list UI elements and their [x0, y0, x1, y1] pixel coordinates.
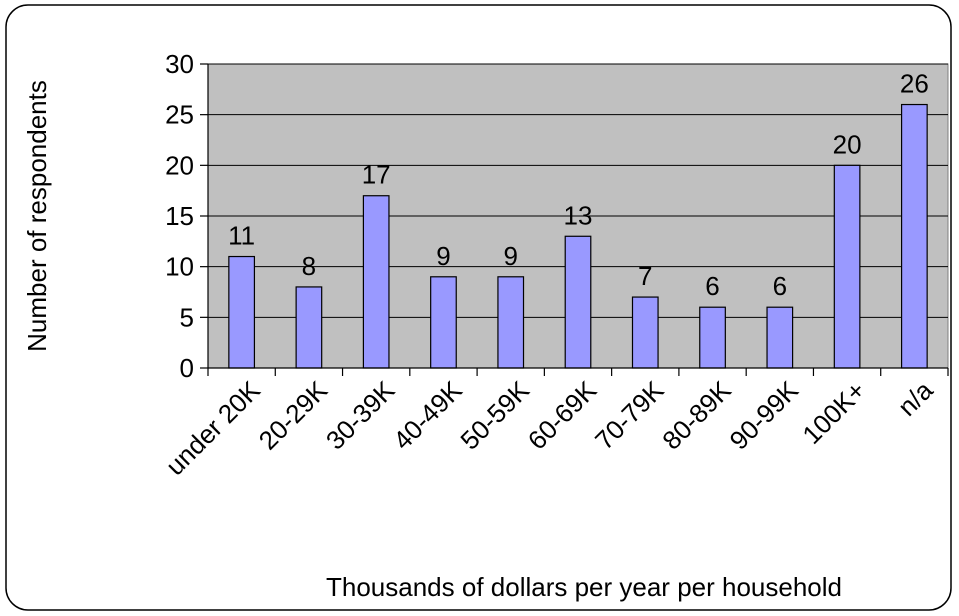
bar: [228, 255, 256, 369]
data-label: 11: [228, 221, 255, 251]
y-tick-label: 0: [180, 353, 194, 383]
data-label: 26: [900, 69, 929, 99]
bar: [295, 286, 323, 369]
bar: [900, 103, 928, 369]
data-label: 9: [503, 241, 517, 271]
bar: [430, 276, 457, 369]
y-tick-label: 5: [180, 302, 194, 332]
data-labels: 11 8 17 9 9 13 7 6 6 20 26: [228, 69, 929, 302]
bar: [699, 306, 726, 369]
y-tick-label: 10: [165, 252, 194, 282]
y-axis: 0 5 10 15 20 25 30: [165, 49, 209, 383]
y-tick-label: 25: [165, 100, 194, 130]
bar: [766, 306, 794, 369]
y-tick-label: 20: [165, 150, 194, 180]
bar: [833, 164, 861, 369]
bar: [497, 276, 525, 369]
bar: [564, 235, 592, 369]
bars: [228, 103, 928, 369]
data-label: 9: [436, 241, 450, 271]
bar: [362, 195, 390, 369]
y-axis-title: Number of respondents: [22, 80, 52, 352]
data-label: 6: [705, 271, 719, 301]
y-tick-label: 15: [165, 201, 194, 231]
data-label: 13: [564, 200, 593, 230]
x-axis-title: Thousands of dollars per year per househ…: [326, 572, 842, 602]
data-label: 7: [638, 261, 652, 291]
data-label: 8: [302, 251, 316, 281]
data-label: 17: [362, 160, 391, 190]
data-label: 6: [773, 271, 787, 301]
data-label: 20: [833, 129, 862, 159]
bar: [631, 296, 659, 369]
y-tick-label: 30: [165, 49, 194, 79]
